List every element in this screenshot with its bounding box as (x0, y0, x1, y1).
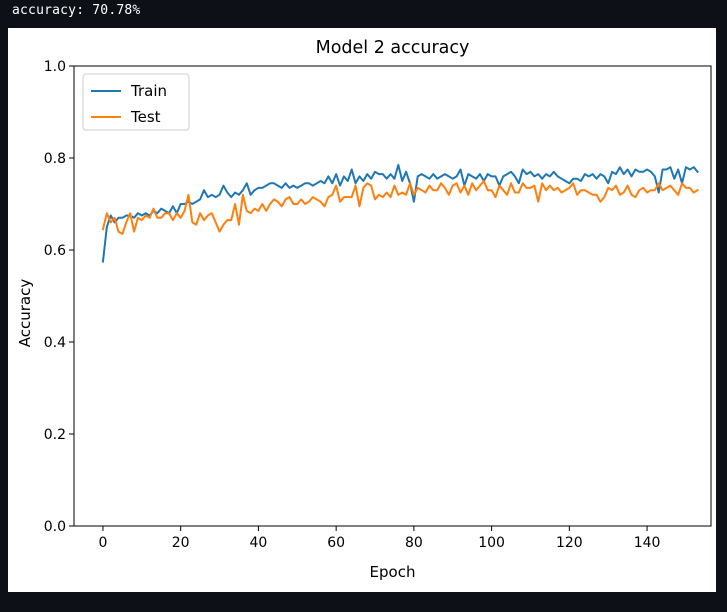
y-tick-label: 0.0 (44, 519, 66, 535)
y-tick-label: 1.0 (44, 59, 66, 75)
y-tick-label: 0.2 (44, 427, 66, 443)
y-tick-label: 0.6 (44, 243, 66, 259)
plot-area: 0 20 40 60 80 100 120 140 0.0 0.2 0.4 0.6 0.8 1.0 Trai… (44, 59, 712, 551)
chart-title: Model 2 accuracy (316, 38, 470, 58)
legend-label-test: Test (130, 108, 161, 126)
accuracy-output-text: accuracy: 70.78% (12, 3, 141, 18)
x-tick-label: 140 (634, 535, 661, 551)
x-tick-label: 80 (405, 535, 423, 551)
series-line-train (101, 163, 699, 263)
x-tick-label: 0 (98, 535, 107, 551)
x-axis-label: Epoch (370, 563, 416, 581)
y-tick-label: 0.8 (44, 151, 66, 167)
x-tick-label: 40 (250, 535, 268, 551)
x-tick-label: 20 (172, 535, 190, 551)
y-tick-label: 0.4 (44, 335, 66, 351)
x-tick-label: 60 (327, 535, 345, 551)
accuracy-line-chart: 0 20 40 60 80 100 120 140 0.0 0.2 0.4 0.6 0.8 1.0 Trai… (16, 38, 712, 581)
x-tick-label: 100 (478, 535, 505, 551)
x-tick-label: 120 (556, 535, 583, 551)
legend-label-train: Train (130, 82, 167, 100)
plot-frame (73, 65, 712, 527)
y-axis-label: Accuracy (16, 279, 34, 348)
chart-figure: 0 20 40 60 80 100 120 140 0.0 0.2 0.4 0.6 0.8 1.0 Trai… (8, 28, 716, 592)
series-line-test (101, 180, 699, 235)
